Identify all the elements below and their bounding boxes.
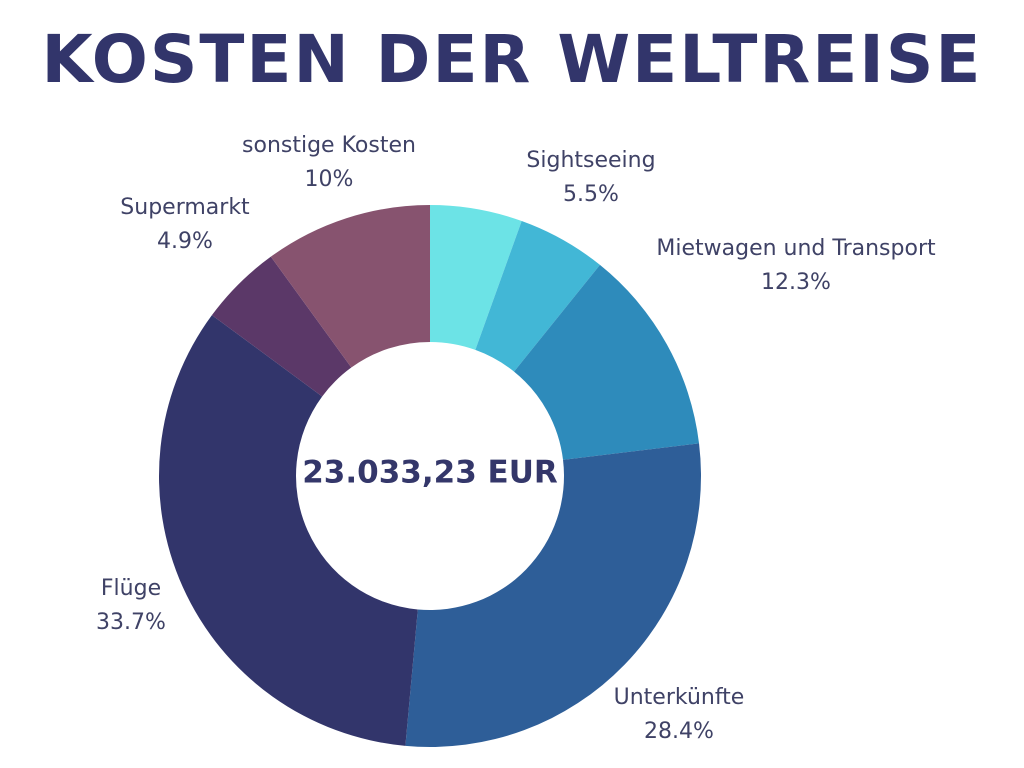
slice-sonstige-kosten (270, 205, 430, 368)
slice-name-label: sonstige Kosten (242, 133, 416, 158)
slice-mietwagen-und-transport (514, 264, 700, 460)
slice-name-label: Unterkünfte (614, 685, 745, 710)
slice-supermarkt (211, 256, 352, 397)
slice-percent-label: 10% (305, 167, 354, 192)
labels-layer: Sightseeing 5.5% Mietwagen und Transport 12… (96, 133, 936, 744)
slice-percent-label: 5.5% (563, 182, 619, 207)
chart-title: KOSTEN DER WELTREISE (41, 21, 983, 98)
slice-percent-label: 12.3% (761, 270, 831, 295)
slice-name-label: Mietwagen und Transport (656, 236, 936, 261)
slice-percent-label: 33.7% (96, 610, 166, 635)
slice-fl-ge (159, 315, 418, 746)
slices-layer (159, 205, 701, 747)
slice-sightseeing (430, 205, 522, 350)
slice-name-label: Supermarkt (120, 195, 250, 220)
slice-name-label: Flüge (101, 576, 161, 601)
slice-unterk-nfte (405, 443, 701, 747)
slice-unlabeled (475, 220, 600, 372)
center-total-label: 23.033,23 EUR (302, 455, 558, 491)
slice-percent-label: 28.4% (644, 719, 714, 744)
slice-percent-label: 4.9% (157, 229, 213, 254)
slice-name-label: Sightseeing (526, 148, 655, 173)
